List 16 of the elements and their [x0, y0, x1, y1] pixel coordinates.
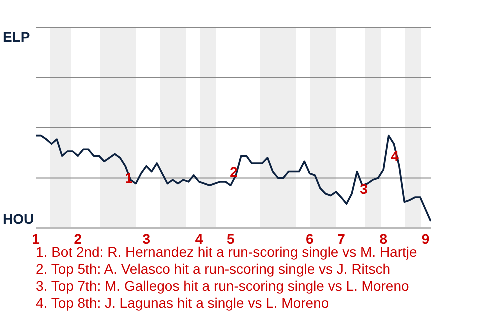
ref-line-label: ELP — [3, 29, 30, 45]
x-tick-label: 1 — [32, 230, 40, 247]
x-tick-label: 7 — [338, 230, 346, 247]
x-tick-label: 9 — [422, 230, 430, 247]
x-tick-label: 8 — [380, 230, 388, 247]
x-tick-label: 2 — [74, 230, 82, 247]
x-tick-label: 3 — [142, 230, 151, 247]
x-tick-label: 4 — [195, 230, 204, 247]
x-tick-label: 5 — [226, 230, 235, 247]
text: 2. Top 5th: A. Velasco hit a run-scoring single vs J. Ritsch — [36, 261, 392, 278]
text: 1. Bot 2nd: R. Hernandez hit a run-scoring single vs M. Hartje — [36, 244, 418, 261]
text: 3. Top 7th: M. Gallegos hit a run-scoring single vs L. Moreno — [36, 278, 410, 295]
x-tick-label: 6 — [306, 230, 314, 247]
text: 4. Top 8th: J. Lagunas hit a single vs L. Moreno — [36, 295, 330, 312]
annotation: 3 — [360, 181, 368, 197]
text: HOU — [3, 211, 34, 227]
